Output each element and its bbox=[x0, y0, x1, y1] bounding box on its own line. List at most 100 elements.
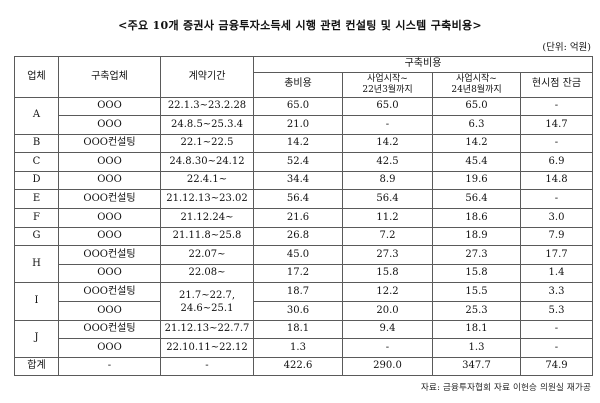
cell-until-mar22: - bbox=[342, 338, 433, 358]
cell-total: 1.3 bbox=[253, 338, 343, 358]
cell-until-mar22: 15.8 bbox=[342, 263, 433, 284]
cell-until-aug24: 27.3 bbox=[432, 245, 521, 265]
cell-total: 26.8 bbox=[253, 226, 343, 247]
table-row: E OOO컨설팅 21.12.13~23.02 56.4 56.4 56.4 - bbox=[14, 189, 593, 210]
cell-until-mar22: 290.0 bbox=[342, 356, 433, 377]
table-row: A OOO 22.1.3~23.2.28 65.0 65.0 65.0 - bbox=[14, 96, 593, 135]
cell-total: 18.7 bbox=[253, 282, 343, 303]
cell-until-mar22: 56.4 bbox=[342, 189, 433, 210]
cell-balance: 3.0 bbox=[520, 208, 593, 228]
cell-builder: OOO bbox=[58, 301, 161, 321]
cell-total: 21.0 bbox=[253, 115, 343, 135]
cell-balance: 17.7 bbox=[520, 245, 593, 265]
cell-until-aug24: 65.0 bbox=[432, 96, 521, 117]
header-company: 업체 bbox=[14, 56, 59, 98]
cell-builder: OOO bbox=[58, 263, 161, 284]
cell-company: H bbox=[14, 245, 59, 284]
cell-until-mar22: 42.5 bbox=[342, 152, 433, 172]
cell-total: 14.2 bbox=[253, 133, 343, 154]
cell-period: 22.4.1~ bbox=[160, 170, 254, 191]
table-row-total: 합계 - - 422.6 290.0 347.7 74.9 bbox=[14, 356, 593, 377]
cell-period: 24.8.30~24.12 bbox=[160, 152, 254, 172]
cell-until-aug24: 18.1 bbox=[432, 319, 521, 340]
cell-until-mar22: 20.0 bbox=[342, 301, 433, 321]
header-until-aug24-line1: 사업시작~ bbox=[456, 73, 497, 84]
header-total-cost: 총비용 bbox=[253, 71, 343, 98]
cell-balance: 5.3 bbox=[520, 301, 593, 321]
header-row-1: 업체 구축업체 계약기간 구축비용 bbox=[14, 56, 593, 98]
cell-balance: - bbox=[520, 338, 593, 358]
cell-company: G bbox=[14, 226, 59, 247]
header-cost-group: 구축비용 bbox=[253, 56, 593, 73]
cell-balance: - bbox=[520, 133, 593, 154]
header-period: 계약기간 bbox=[160, 56, 254, 98]
table-row: C OOO 24.8.30~24.12 52.4 42.5 45.4 6.9 bbox=[14, 152, 593, 172]
cell-period: - bbox=[160, 356, 254, 377]
cell-company: E bbox=[14, 189, 59, 210]
cell-company: F bbox=[14, 208, 59, 228]
cell-period: 24.8.5~25.3.4 bbox=[160, 115, 254, 135]
cell-builder: OOO컨설팅 bbox=[58, 133, 161, 154]
unit-label: (단위: 억원) bbox=[542, 42, 591, 53]
header-until-mar22: 사업시작~ 22년3월까지 bbox=[342, 71, 433, 98]
cell-total: 422.6 bbox=[253, 356, 343, 377]
document-title: <주요 10개 증권사 금융투자소득세 시행 관련 컨설팅 및 시스템 구축비용… bbox=[118, 19, 482, 32]
cell-total: 56.4 bbox=[253, 189, 343, 210]
cell-builder: OOO bbox=[58, 208, 161, 228]
cell-total: 17.2 bbox=[253, 263, 343, 284]
cell-period: 21.12.24~ bbox=[160, 208, 254, 228]
cell-period-line2: 24.6~25.1 bbox=[180, 302, 234, 314]
header-until-mar22-line2: 22년3월까지 bbox=[362, 84, 413, 95]
cell-balance: - bbox=[520, 189, 593, 210]
table-row: OOO 30.6 20.0 25.3 5.3 bbox=[15, 301, 593, 321]
cell-until-aug24: 15.5 bbox=[432, 282, 521, 303]
cell-balance: 74.9 bbox=[520, 356, 593, 377]
table-row: J OOO컨설팅 21.12.13~22.7.7 18.1 9.4 18.1 - bbox=[14, 319, 593, 358]
table-row: OOO 22.08~ 17.2 15.8 15.8 1.4 bbox=[15, 263, 593, 284]
table-row: D OOO 22.4.1~ 34.4 8.9 19.6 14.8 bbox=[14, 170, 593, 191]
table-row: I OOO컨설팅 21.7~22.7, 24.6~25.1 18.7 12.2 … bbox=[14, 282, 593, 321]
cell-until-mar22: 12.2 bbox=[342, 282, 433, 303]
cell-builder: OOO bbox=[58, 115, 161, 135]
header-balance: 현시점 잔금 bbox=[520, 71, 593, 98]
cell-period: 21.12.13~23.02 bbox=[160, 189, 254, 210]
cell-builder: OOO bbox=[58, 226, 161, 247]
cell-company: J bbox=[14, 319, 59, 358]
cell-builder: OOO컨설팅 bbox=[58, 319, 161, 340]
table-row: G OOO 21.11.8~25.8 26.8 7.2 18.9 7.9 bbox=[14, 226, 593, 247]
cell-until-aug24: 25.3 bbox=[432, 301, 521, 321]
cell-total: 30.6 bbox=[253, 301, 343, 321]
cell-until-mar22: 14.2 bbox=[342, 133, 433, 154]
cell-until-aug24: 45.4 bbox=[432, 152, 521, 172]
cost-table: 업체 구축업체 계약기간 구축비용 총비용 사업시작~ 22년3월까지 사업시작… bbox=[14, 56, 593, 377]
cell-until-aug24: 18.6 bbox=[432, 208, 521, 228]
cell-period-merged: 21.7~22.7, 24.6~25.1 bbox=[160, 282, 254, 321]
cell-balance: - bbox=[520, 319, 593, 340]
cell-balance: 6.9 bbox=[520, 152, 593, 172]
cell-balance: 1.4 bbox=[520, 263, 593, 284]
table-row: OOO 24.8.5~25.3.4 21.0 - 6.3 14.7 bbox=[15, 115, 593, 135]
cell-total: 45.0 bbox=[253, 245, 343, 265]
cell-until-mar22: - bbox=[342, 115, 433, 135]
cell-until-mar22: 9.4 bbox=[342, 319, 433, 340]
cell-period-line1: 21.7~22.7, bbox=[178, 289, 236, 301]
cell-until-aug24: 1.3 bbox=[432, 338, 521, 358]
cell-company: C bbox=[14, 152, 59, 172]
cell-period: 22.1.3~23.2.28 bbox=[160, 96, 254, 117]
cell-builder: OOO bbox=[58, 96, 161, 117]
cell-until-aug24: 18.9 bbox=[432, 226, 521, 247]
header-row-2: 총비용 사업시작~ 22년3월까지 사업시작~ 24년8월까지 현시점 잔금 bbox=[15, 71, 593, 98]
cell-period: 21.12.13~22.7.7 bbox=[160, 319, 254, 340]
cell-total: 65.0 bbox=[253, 96, 343, 117]
cell-until-mar22: 65.0 bbox=[342, 96, 433, 117]
cell-builder: - bbox=[58, 356, 161, 377]
cell-total: 52.4 bbox=[253, 152, 343, 172]
header-until-aug24: 사업시작~ 24년8월까지 bbox=[432, 71, 521, 98]
cell-period: 22.08~ bbox=[160, 263, 254, 284]
cell-total: 34.4 bbox=[253, 170, 343, 191]
cell-until-aug24: 15.8 bbox=[432, 263, 521, 284]
cell-builder: OOO컨설팅 bbox=[58, 245, 161, 265]
cell-until-aug24: 19.6 bbox=[432, 170, 521, 191]
cell-until-mar22: 8.9 bbox=[342, 170, 433, 191]
cell-until-mar22: 7.2 bbox=[342, 226, 433, 247]
